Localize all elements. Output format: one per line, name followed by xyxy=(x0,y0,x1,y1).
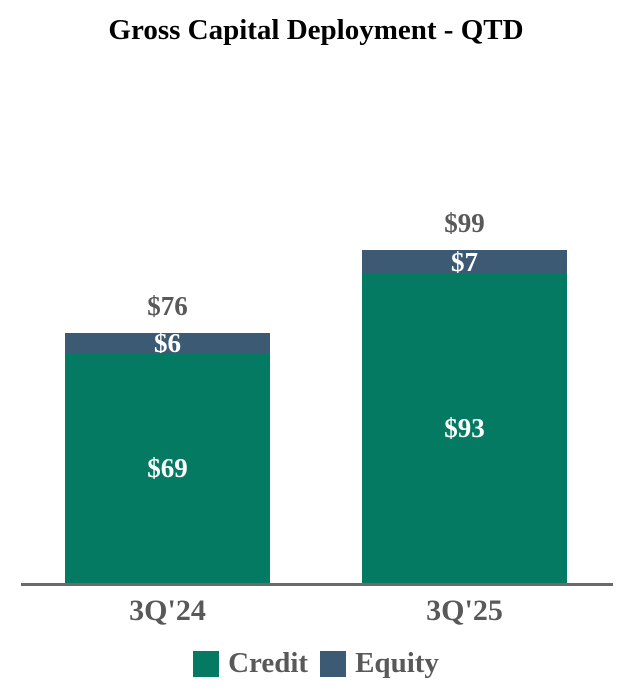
bar-segment-credit: $69 xyxy=(65,353,270,583)
legend-item-credit: Credit xyxy=(193,649,308,678)
equity-value-label: $7 xyxy=(451,246,478,277)
x-axis-label-3q25: 3Q'25 xyxy=(426,594,503,627)
total-value-label: $99 xyxy=(444,208,485,239)
bar-group-3q24: $76 $6 $69 xyxy=(65,292,270,583)
chart-title: Gross Capital Deployment - QTD xyxy=(108,14,524,46)
equity-swatch-icon xyxy=(320,650,347,677)
legend-item-equity: Equity xyxy=(320,649,439,678)
bar-segment-credit: $93 xyxy=(362,273,567,583)
legend: Credit Equity xyxy=(0,649,632,678)
credit-value-label: $69 xyxy=(147,453,188,483)
x-axis-label-3q24: 3Q'24 xyxy=(129,594,206,627)
x-axis-line xyxy=(21,583,613,586)
legend-label-credit: Credit xyxy=(228,647,309,679)
total-value-label: $76 xyxy=(147,291,188,322)
credit-swatch-icon xyxy=(193,650,220,677)
bar-segment-equity: $6 xyxy=(65,328,270,358)
bar-group-3q25: $99 $7 $93 xyxy=(362,209,567,583)
equity-value-label: $6 xyxy=(154,328,181,358)
legend-label-equity: Equity xyxy=(355,647,439,679)
credit-value-label: $93 xyxy=(444,413,485,443)
bar-segment-equity: $7 xyxy=(362,246,567,277)
